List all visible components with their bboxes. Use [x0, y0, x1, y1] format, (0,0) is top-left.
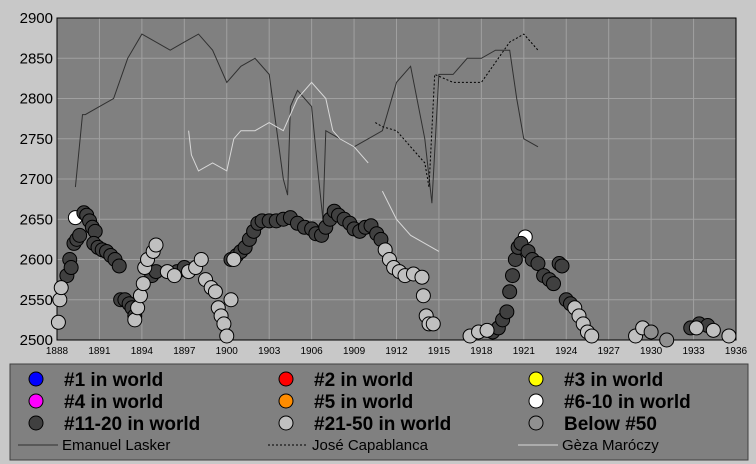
legend-label: #3 in world: [564, 370, 663, 391]
legend-marker: [278, 371, 294, 387]
rating-dot: [219, 328, 235, 344]
legend-label: Below #50: [564, 414, 657, 435]
rating-dot: [504, 268, 520, 284]
legend-label: #5 in world: [314, 392, 413, 413]
legend-label: #6-10 in world: [564, 392, 691, 413]
x-tick-label: 1933: [682, 346, 705, 357]
x-tick-label: 1924: [555, 346, 578, 357]
x-tick-label: 1894: [131, 346, 154, 357]
x-tick-label: 1891: [88, 346, 111, 357]
legend-marker: [28, 415, 44, 431]
y-tick-label: 2750: [20, 131, 53, 148]
y-tick-label: 2900: [20, 10, 53, 27]
legend-label: #1 in world: [64, 370, 163, 391]
y-tick-label: 2650: [20, 211, 53, 228]
rating-dot: [50, 314, 66, 330]
plot-border: [56, 17, 737, 341]
legend-marker: [278, 393, 294, 409]
legend-marker: [28, 393, 44, 409]
legend-marker: [278, 415, 294, 431]
rating-dot: [721, 328, 737, 344]
rating-dot: [207, 284, 223, 300]
rating-dot: [193, 252, 209, 267]
rating-dot: [643, 324, 659, 340]
rating-dot: [659, 332, 675, 348]
rating-line: [74, 33, 539, 220]
y-tick-label: 2500: [20, 332, 53, 349]
x-tick-label: 1921: [513, 346, 536, 357]
legend-label: #21-50 in world: [314, 414, 451, 435]
rating-dot: [688, 320, 704, 336]
rating-dot: [546, 276, 562, 292]
rating-dot: [63, 260, 79, 276]
legend-marker: [528, 371, 544, 387]
rating-dot: [226, 252, 242, 267]
legend-label: Gèza Maróczy: [562, 437, 659, 454]
rating-dot: [705, 322, 721, 338]
y-tick-label: 2700: [20, 171, 53, 188]
rating-dot: [502, 284, 518, 300]
x-tick-label: 1900: [216, 346, 239, 357]
x-tick-label: 1888: [46, 346, 69, 357]
legend-marker: [528, 393, 544, 409]
x-tick-label: 1918: [470, 346, 493, 357]
rating-dot: [414, 269, 430, 285]
legend-marker: [528, 415, 544, 431]
x-tick-label: 1927: [598, 346, 621, 357]
rating-dot: [530, 256, 546, 272]
rating-dot: [499, 304, 515, 320]
x-tick-label: 1912: [385, 346, 408, 357]
rating-dot: [223, 292, 239, 308]
y-tick-label: 2550: [20, 292, 53, 309]
rating-dot: [135, 276, 151, 292]
rating-dot: [111, 258, 127, 274]
legend-label: #4 in world: [64, 392, 163, 413]
x-tick-label: 1915: [428, 346, 451, 357]
legend-label: José Capablanca: [312, 437, 429, 454]
rating-dot: [584, 328, 600, 344]
legend-label: Emanuel Lasker: [62, 437, 170, 454]
legend-label: #11-20 in world: [64, 414, 200, 435]
legend-marker: [28, 371, 44, 387]
rating-dot: [415, 288, 431, 304]
x-tick-label: 1930: [640, 346, 663, 357]
x-tick-label: 1906: [301, 346, 324, 357]
legend-box: [9, 363, 749, 461]
rating-dot: [53, 280, 69, 296]
x-tick-label: 1897: [173, 346, 196, 357]
rating-dot: [148, 237, 164, 253]
x-tick-label: 1903: [258, 346, 281, 357]
rating-line: [188, 81, 440, 252]
rating-dot: [479, 322, 495, 338]
rating-dot: [166, 268, 182, 284]
y-tick-label: 2800: [20, 91, 53, 108]
y-tick-label: 2600: [20, 252, 53, 269]
rating-dot: [554, 258, 570, 274]
rating-line: [375, 33, 539, 188]
x-tick-label: 1909: [343, 346, 366, 357]
rating-dot: [425, 316, 441, 332]
y-tick-label: 2850: [20, 50, 53, 67]
legend-label: #2 in world: [314, 370, 413, 391]
x-tick-label: 1936: [725, 346, 748, 357]
rating-dot: [72, 227, 88, 243]
